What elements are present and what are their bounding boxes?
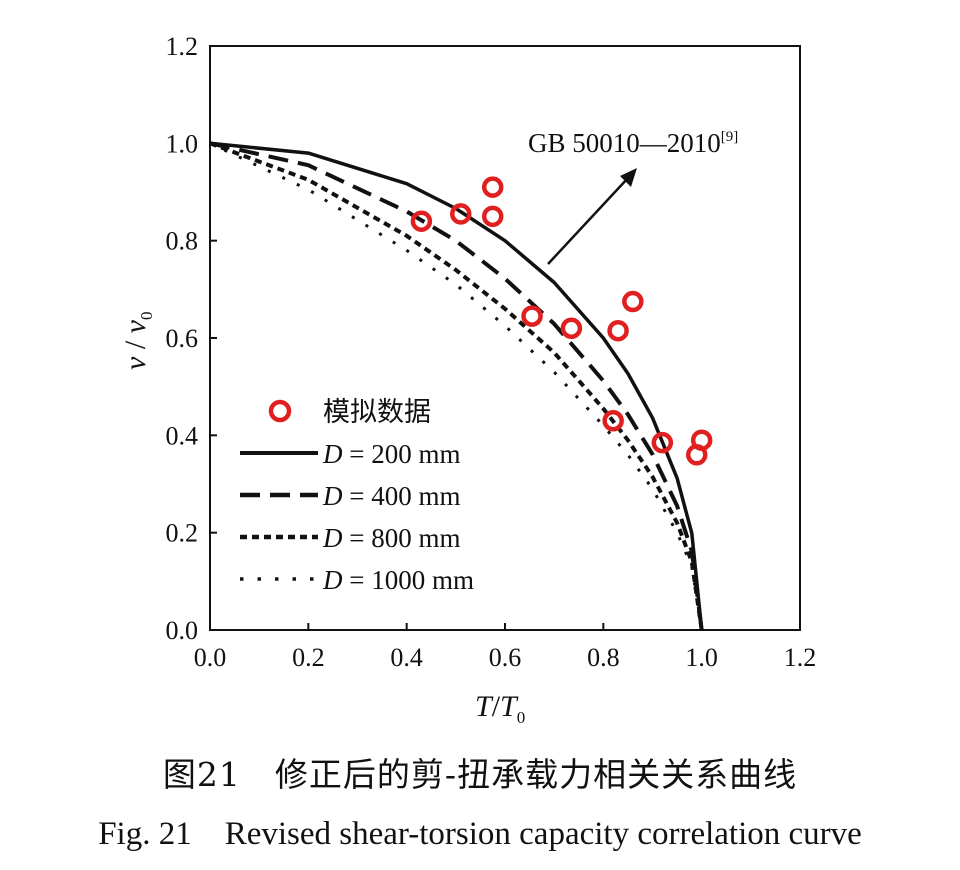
y-tick-label: 1.2: [166, 32, 199, 61]
series-line-1: [209, 141, 704, 631]
x-axis-label-main: T: [475, 690, 494, 723]
annotation-superscript: [9]: [721, 129, 739, 145]
y-axis-label: v / v0: [119, 312, 156, 371]
y-tick-label: 0.4: [166, 421, 199, 450]
series-line-0: [209, 141, 704, 631]
annotation-arrow: [547, 177, 629, 265]
y-tick-label: 0.6: [166, 324, 199, 353]
y-tick-label: 0.2: [166, 519, 199, 548]
x-tick-label: 0.8: [587, 643, 620, 672]
legend-label-d400: D = 400 mm: [322, 481, 460, 511]
scatter-point: [410, 210, 433, 232]
scatter-points: [410, 176, 713, 466]
annotation-text: GB 50010—2010[9]: [528, 128, 738, 158]
x-tick-label: 0.0: [194, 643, 227, 672]
x-tick-label: 1.0: [685, 643, 718, 672]
scatter-point: [450, 203, 472, 225]
y-axis-label-denom: v: [119, 319, 152, 333]
legend-label-d1000: D = 1000 mm: [322, 565, 474, 595]
legend-label-d200: D = 200 mm: [322, 439, 460, 469]
annotation-arrowhead: [620, 168, 637, 187]
legend-label-scatter: 模拟数据: [323, 397, 431, 427]
scatter-point: [560, 317, 583, 340]
x-tick-label: 0.4: [390, 643, 423, 672]
series-line-2: [209, 141, 704, 631]
y-tick-label: 1.0: [166, 129, 199, 158]
series-lines: [209, 141, 704, 631]
x-tick-label: 0.2: [292, 643, 325, 672]
scatter-point: [521, 305, 543, 327]
axes: 0.0 0.2 0.4 0.6 0.8 1.0 1.2 0.0 0.2 0.4 0.6 0.8 1.0 1…: [166, 32, 817, 672]
legend-marker-scatter: [268, 399, 292, 423]
annotation-main: GB 50010—2010: [528, 128, 721, 158]
x-axis-label-subscript: 0: [517, 708, 526, 727]
annotation: GB 50010—2010[9]: [528, 128, 738, 265]
y-tick-label: 0.0: [166, 616, 199, 645]
x-axis-label: T/T0: [475, 690, 525, 727]
chart: 0.0 0.2 0.4 0.6 0.8 1.0 1.2 0.0 0.2 0.4 0.6 0.8 1.0 1…: [119, 32, 817, 727]
figure-caption-en: Fig. 21 Revised shear-torsion capacity c…: [98, 816, 862, 852]
scatter-point: [602, 409, 624, 432]
x-axis-label-denom: T: [500, 690, 519, 723]
y-axis-label-subscript: 0: [137, 312, 156, 321]
scatter-point: [607, 319, 629, 342]
scatter-point: [651, 431, 674, 454]
scatter-point: [481, 176, 504, 198]
legend-label-d800: D = 800 mm: [322, 523, 460, 553]
scatter-point: [481, 205, 504, 228]
y-axis-label-slash: /: [119, 333, 152, 356]
scatter-point: [686, 444, 708, 466]
series-line-3: [209, 141, 704, 631]
y-axis-label-main: v: [119, 356, 152, 370]
x-tick-label: 1.2: [784, 643, 817, 672]
y-tick-label: 0.8: [166, 227, 199, 256]
x-tick-label: 0.6: [489, 643, 522, 672]
scatter-point: [622, 290, 644, 313]
figure-caption-cn: 图21 修正后的剪-扭承载力相关关系曲线: [162, 755, 798, 794]
x-axis-label-slash: /: [492, 690, 501, 723]
legend: 模拟数据 D = 200 mm D = 400 mm D = 800 mm D …: [240, 397, 474, 595]
